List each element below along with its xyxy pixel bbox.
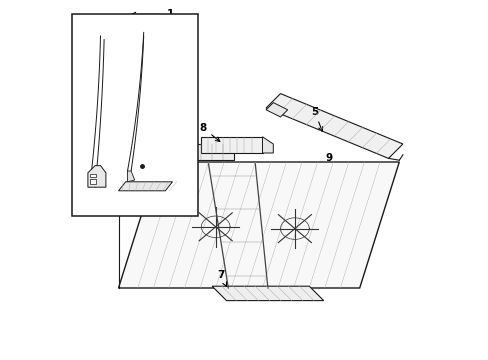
Polygon shape	[265, 103, 287, 117]
Text: 8: 8	[199, 123, 219, 141]
Polygon shape	[120, 83, 127, 126]
Polygon shape	[127, 171, 134, 182]
Polygon shape	[212, 286, 323, 301]
Bar	[89, 174, 96, 177]
Text: 3: 3	[145, 18, 155, 41]
Bar	[72, 14, 197, 216]
Bar	[89, 179, 96, 184]
Text: 1: 1	[131, 9, 174, 19]
Polygon shape	[118, 162, 399, 288]
Polygon shape	[201, 137, 262, 153]
Polygon shape	[88, 166, 106, 187]
Text: 4: 4	[111, 83, 121, 101]
Text: 9: 9	[325, 153, 332, 163]
Text: 2: 2	[90, 67, 98, 93]
Polygon shape	[262, 137, 273, 153]
Text: 5: 5	[310, 107, 322, 131]
Polygon shape	[118, 144, 233, 160]
Text: 7: 7	[217, 270, 226, 286]
Polygon shape	[265, 94, 402, 158]
Polygon shape	[118, 126, 140, 160]
Polygon shape	[118, 182, 172, 191]
Text: 6: 6	[167, 170, 180, 181]
